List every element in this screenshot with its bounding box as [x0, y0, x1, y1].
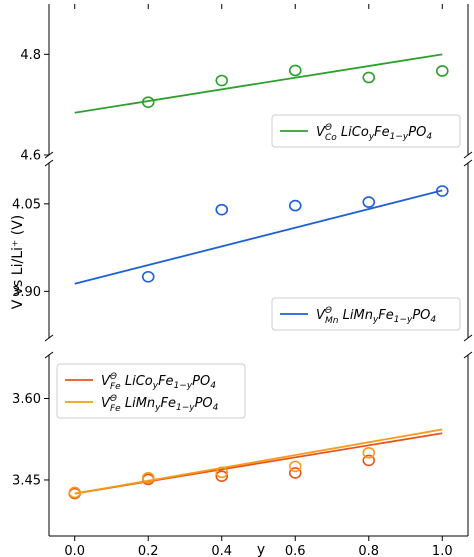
panel-3-series-2-point — [288, 460, 302, 473]
panel-2-series-1-fit-line — [74, 189, 443, 285]
panel-3-series-1-point — [288, 467, 302, 479]
x-axis-label: y — [257, 542, 265, 557]
panel-3-series-2 — [68, 428, 443, 499]
x-tick-label: 1.0 — [432, 544, 453, 557]
panel-1-legend: VΘ Co LiCoyFe1−yPO4 — [271, 114, 461, 148]
panel-3-series-2-point — [141, 471, 155, 484]
panel-2-spines — [48, 163, 469, 338]
x-tick-label: 0.2 — [138, 544, 159, 557]
panel-3-series-2-point — [215, 466, 229, 479]
panel-2-bottom-break-left — [44, 334, 54, 342]
panel-2-series-1-point — [362, 196, 376, 208]
panel-2-legend-frame — [271, 297, 461, 331]
panel-3-series-2-point — [362, 446, 376, 459]
x-tick-label: 0.4 — [211, 544, 232, 557]
panel-3-legend-label-2: VΘ Fe LiMnyFe1−yPO4 — [101, 394, 219, 414]
panel-3-y-tick-label: 3.45 — [12, 473, 41, 488]
panel-3-series-2-fit-line — [74, 428, 443, 495]
panel-2-bottom-break-right — [463, 334, 473, 342]
x-tick-label: 0.6 — [285, 544, 306, 557]
x-axis: 0.0 0.2 0.4 0.6 0.8 1.0 — [48, 518, 469, 557]
panel-3-top-break-left — [44, 351, 54, 359]
panel-3-legend-label-1: VΘ Fe LiCoyFe1−yPO4 — [101, 372, 216, 392]
panel-2-y-tick-label: 4.05 — [12, 197, 41, 212]
panel-2-series-1 — [74, 185, 449, 285]
panel-1-legend-label-1: VΘ Co LiCoyFe1−yPO4 — [316, 123, 432, 143]
panel-1-series-1-point — [362, 71, 376, 84]
panel-3-series-1 — [68, 432, 443, 500]
x-tick-label: 0.0 — [64, 544, 85, 557]
panel-1-y-tick-label: 4.6 — [20, 149, 41, 164]
panel-2-series-1-point — [288, 199, 302, 212]
panel-3-legend-frame — [56, 363, 246, 419]
x-tick-label: 0.8 — [358, 544, 379, 557]
panel-2-top-break-left — [44, 159, 54, 167]
panel-2-series-1-point — [141, 270, 155, 283]
y-axis-label: V vs Li/Li⁺ (V) — [10, 215, 26, 310]
panel-3-series-2-point — [68, 486, 82, 499]
panel-2-series-1-point — [435, 185, 449, 197]
panel-2-legend-label-1: VΘ Mn LiMnyFe1−yPO4 — [316, 306, 436, 326]
panel-2-top-break-right — [463, 159, 473, 167]
panel-3-spines — [48, 355, 469, 518]
panel-1-series-1 — [74, 53, 449, 114]
panel-2-legend: VΘ Mn LiMnyFe1−yPO4 — [271, 297, 461, 331]
panel-3-series-1-point — [362, 454, 376, 467]
panel-1-y-tick-label: 4.8 — [20, 48, 41, 63]
panel-2-y-tick-label: 3.90 — [12, 285, 41, 300]
panel-3-series-1-point — [215, 470, 229, 482]
panel-1-series-1-point — [215, 74, 229, 87]
panel-1-bottom-break-right — [463, 151, 473, 159]
panel-1-series-1-point — [141, 96, 155, 108]
panel-1-series-1-point — [435, 65, 449, 77]
panel-1-series-1-point — [288, 64, 302, 77]
panel-2-series-1-point — [215, 203, 229, 216]
panel-1-legend-frame — [271, 114, 461, 148]
panel-1-spines — [48, 4, 469, 155]
panel-3-top-break-right — [463, 351, 473, 359]
panel-1-series-1-fit-line — [74, 53, 443, 114]
panel-3-y-tick-label: 3.60 — [12, 392, 41, 407]
